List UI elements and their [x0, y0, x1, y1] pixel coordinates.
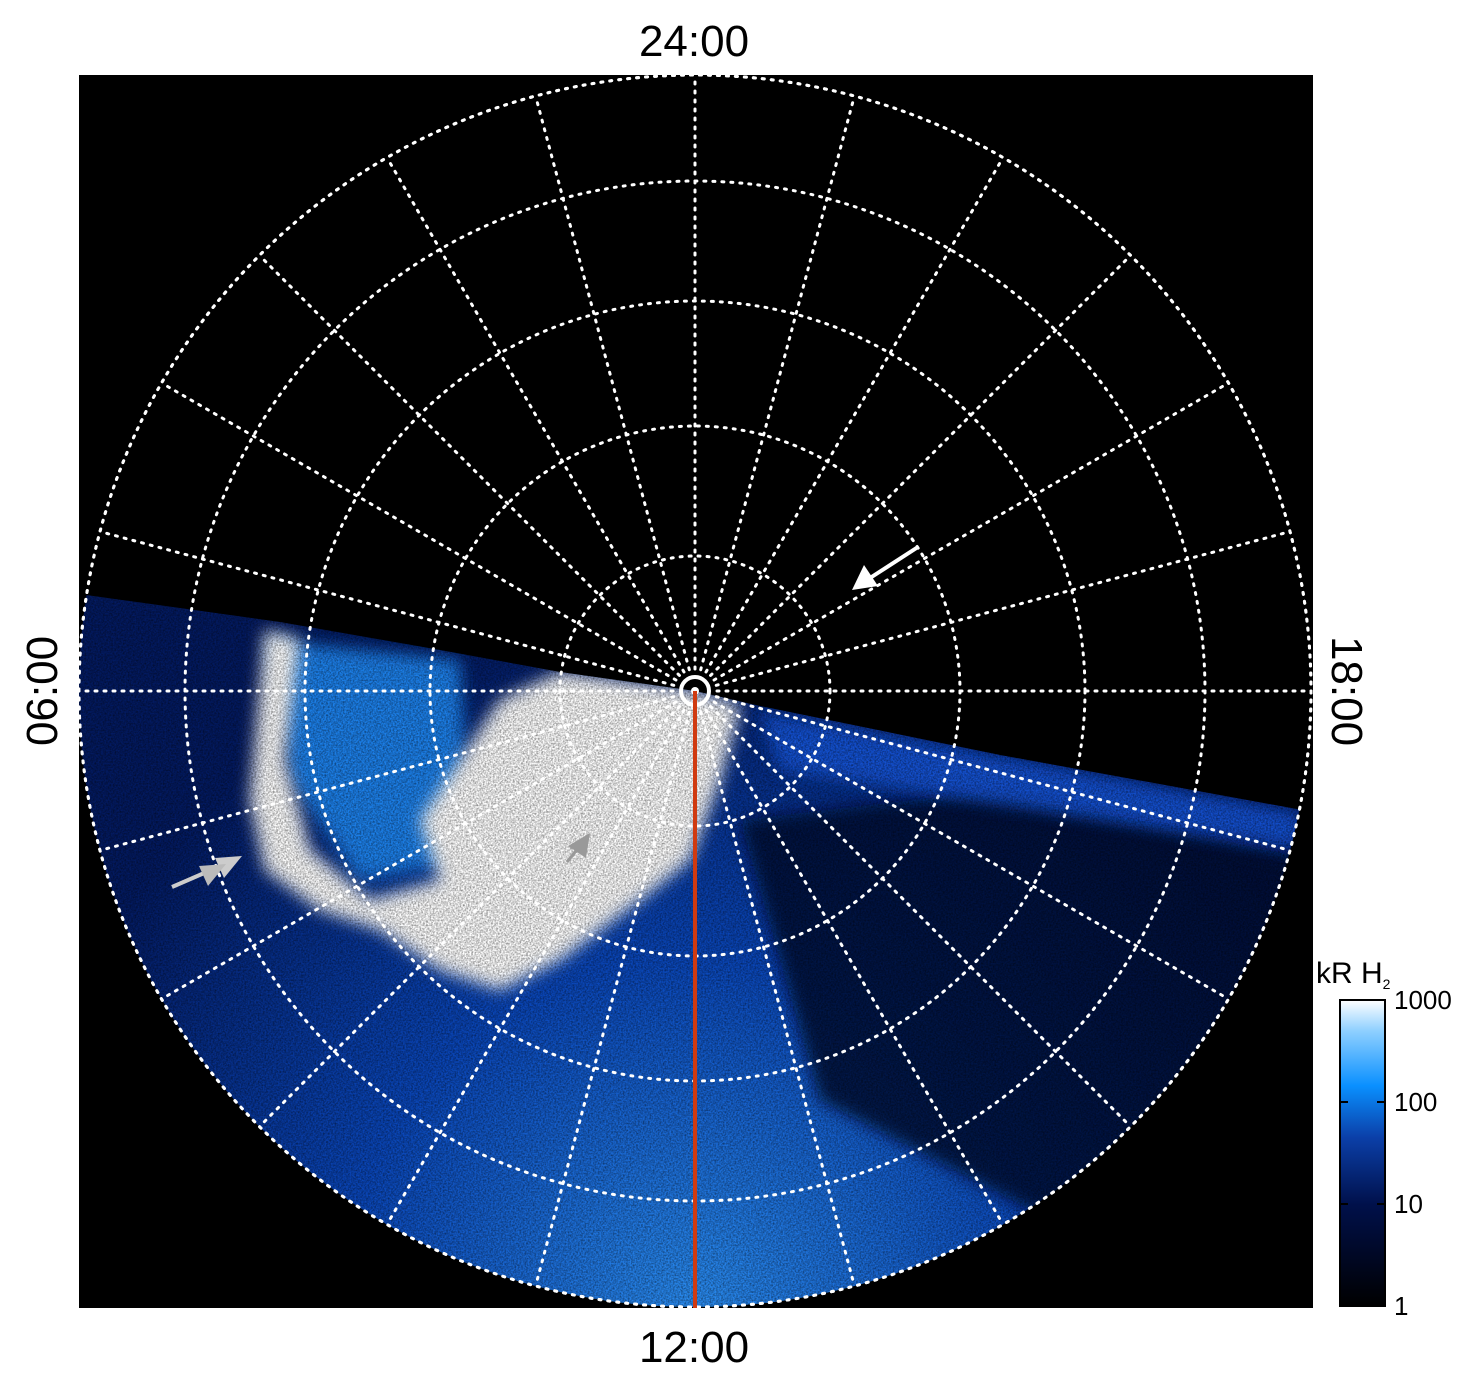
local-time-meridian	[385, 156, 686, 674]
local-time-meridian	[714, 695, 1292, 852]
label-12: 12:00	[639, 1323, 749, 1372]
local-time-meridian	[160, 381, 678, 682]
local-time-meridian	[714, 530, 1292, 687]
local-time-meridian	[699, 94, 856, 672]
local-time-meridian	[699, 710, 856, 1288]
local-time-meridian	[712, 700, 1230, 1001]
local-time-meridian	[160, 700, 678, 1001]
latitude-ring	[77, 73, 1313, 1309]
label-06: 06:00	[18, 636, 67, 746]
colorbar-label-subscript: 2	[1383, 976, 1391, 992]
local-time-meridian	[257, 705, 681, 1129]
local-time-meridian	[98, 695, 676, 852]
colorbar-tick-label: 1	[1394, 1291, 1408, 1321]
colorbar-tick-label: 1000	[1394, 985, 1452, 1015]
local-time-meridian	[704, 156, 1005, 674]
local-time-meridian	[534, 710, 691, 1288]
local-time-meridian	[98, 530, 676, 687]
label-18: 18:00	[1322, 636, 1371, 746]
colorbar-tick-label: 100	[1394, 1087, 1437, 1117]
local-time-meridian	[709, 253, 1133, 677]
local-time-meridian	[709, 705, 1133, 1129]
white-arrow	[852, 545, 920, 590]
latitude-ring	[558, 554, 832, 828]
local-time-meridian	[385, 708, 686, 1226]
colorbar-gradient	[1339, 999, 1386, 1307]
colorbar-tick-label: 10	[1394, 1189, 1423, 1219]
local-time-meridian	[704, 708, 1005, 1226]
local-time-meridian	[712, 381, 1230, 682]
gray-double-arrow	[171, 856, 242, 889]
local-time-meridian	[534, 94, 691, 672]
polar-grid	[77, 73, 1313, 1309]
colorbar-label: kR H2	[1316, 957, 1391, 992]
local-time-meridian	[257, 253, 681, 677]
gray-arrow	[565, 833, 590, 863]
colorbar: kR H2 1000 100 10 1	[1316, 957, 1452, 1321]
label-24: 24:00	[639, 17, 749, 66]
